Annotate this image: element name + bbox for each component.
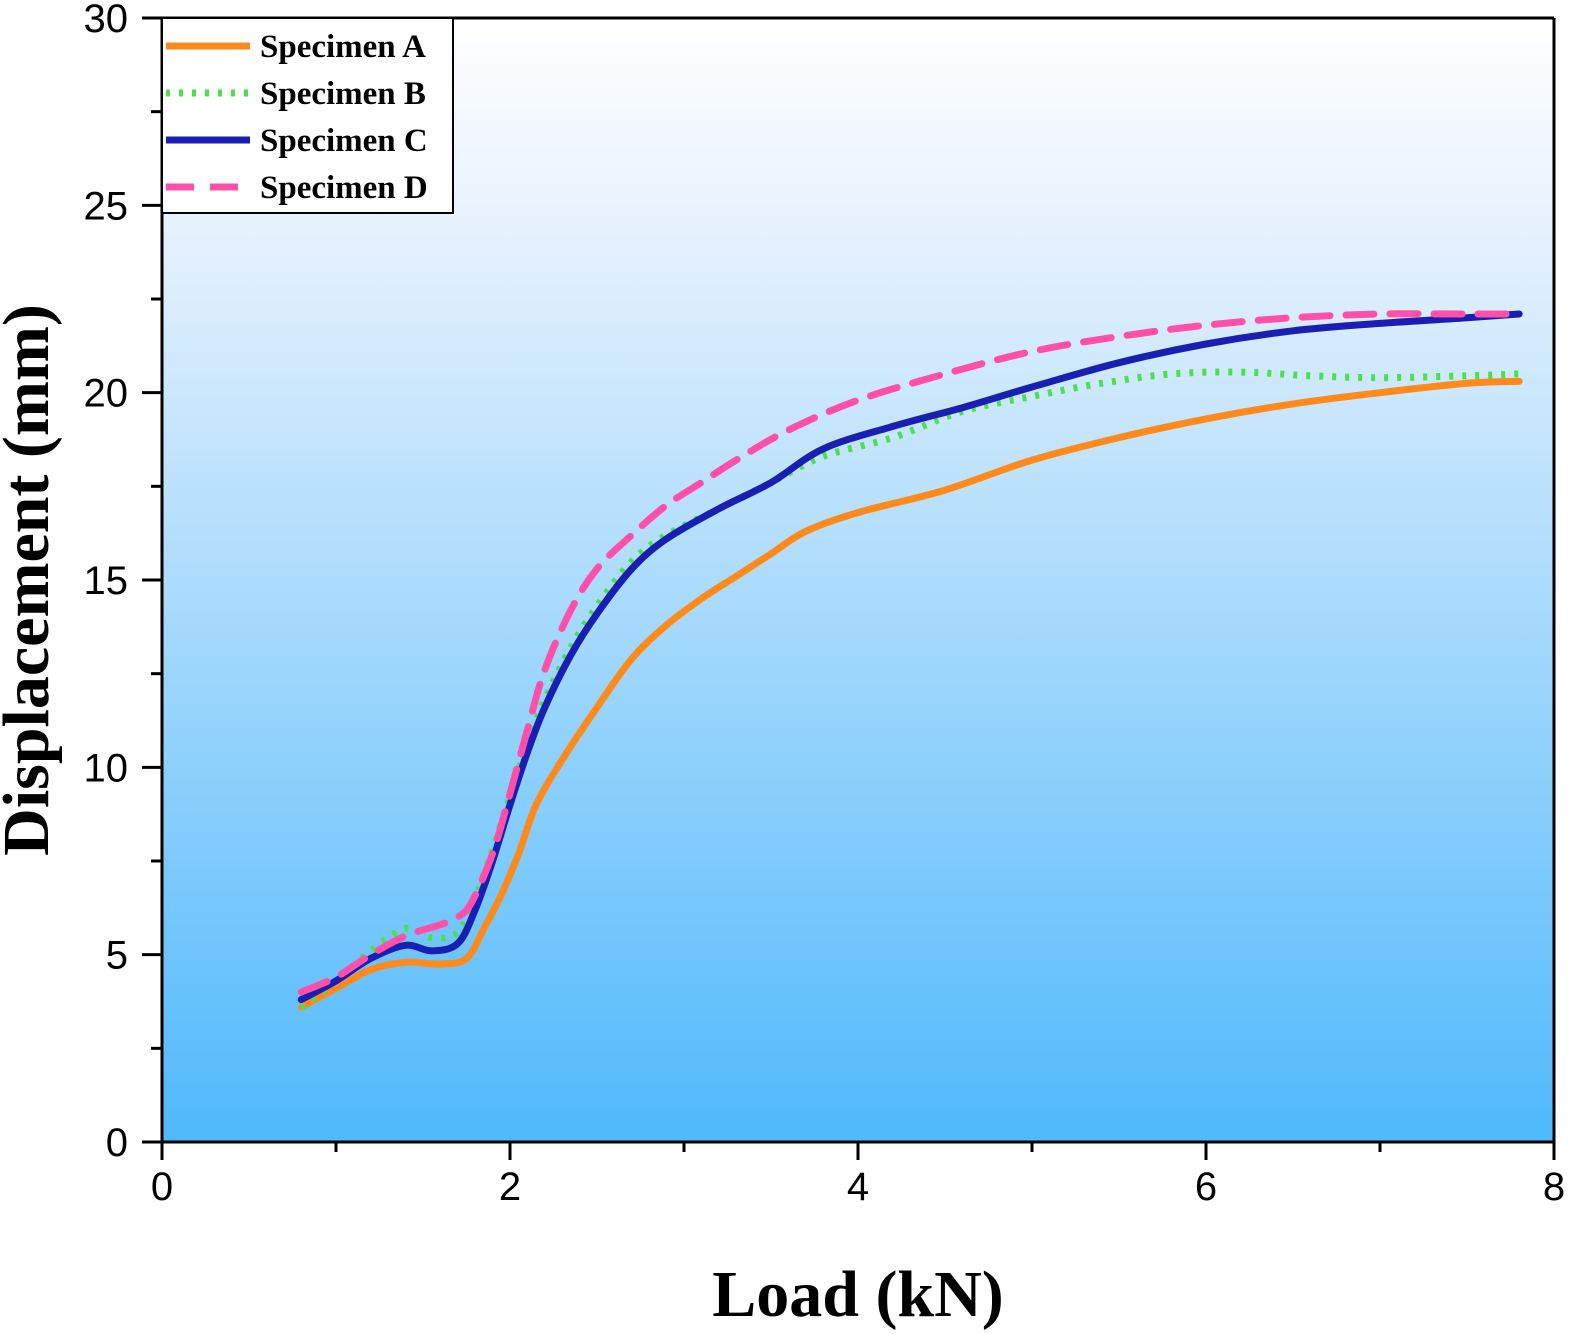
x-tick-label: 0 [151,1165,173,1209]
x-axis-title: Load (kN) [712,1258,1004,1331]
y-axis-title: Displacement (mm) [0,304,63,856]
x-tick-label: 4 [847,1165,869,1209]
legend-label: Specimen B [260,76,426,112]
legend-label: Specimen D [260,170,428,206]
legend: Specimen A Specimen B Specimen C Specimen D [161,17,454,214]
ticks [142,16,1556,1160]
tick-labels: 0 2 4 6 8 0 5 10 15 20 25 30 [84,0,1566,1209]
y-tick-label: 5 [106,934,128,978]
series-line-a [297,377,1523,1011]
x-tick-label: 6 [1195,1165,1217,1209]
x-tick-label: 2 [499,1165,521,1209]
y-tick-label: 0 [106,1121,128,1165]
y-tick-label: 30 [84,0,129,41]
y-tick-label: 15 [84,559,129,603]
legend-label: Specimen C [260,123,428,159]
legend-entries: Specimen A Specimen B Specimen C Specimen D [166,29,428,206]
x-tick-label: 8 [1543,1165,1565,1209]
series-line-d [297,310,1523,996]
y-tick-label: 20 [84,372,129,416]
legend-box [161,17,454,214]
y-tick-label: 10 [84,746,129,790]
y-tick-label: 25 [84,184,129,228]
legend-label: Specimen A [260,29,426,65]
series-layer [297,310,1523,1011]
series-line-c [297,310,1523,1004]
